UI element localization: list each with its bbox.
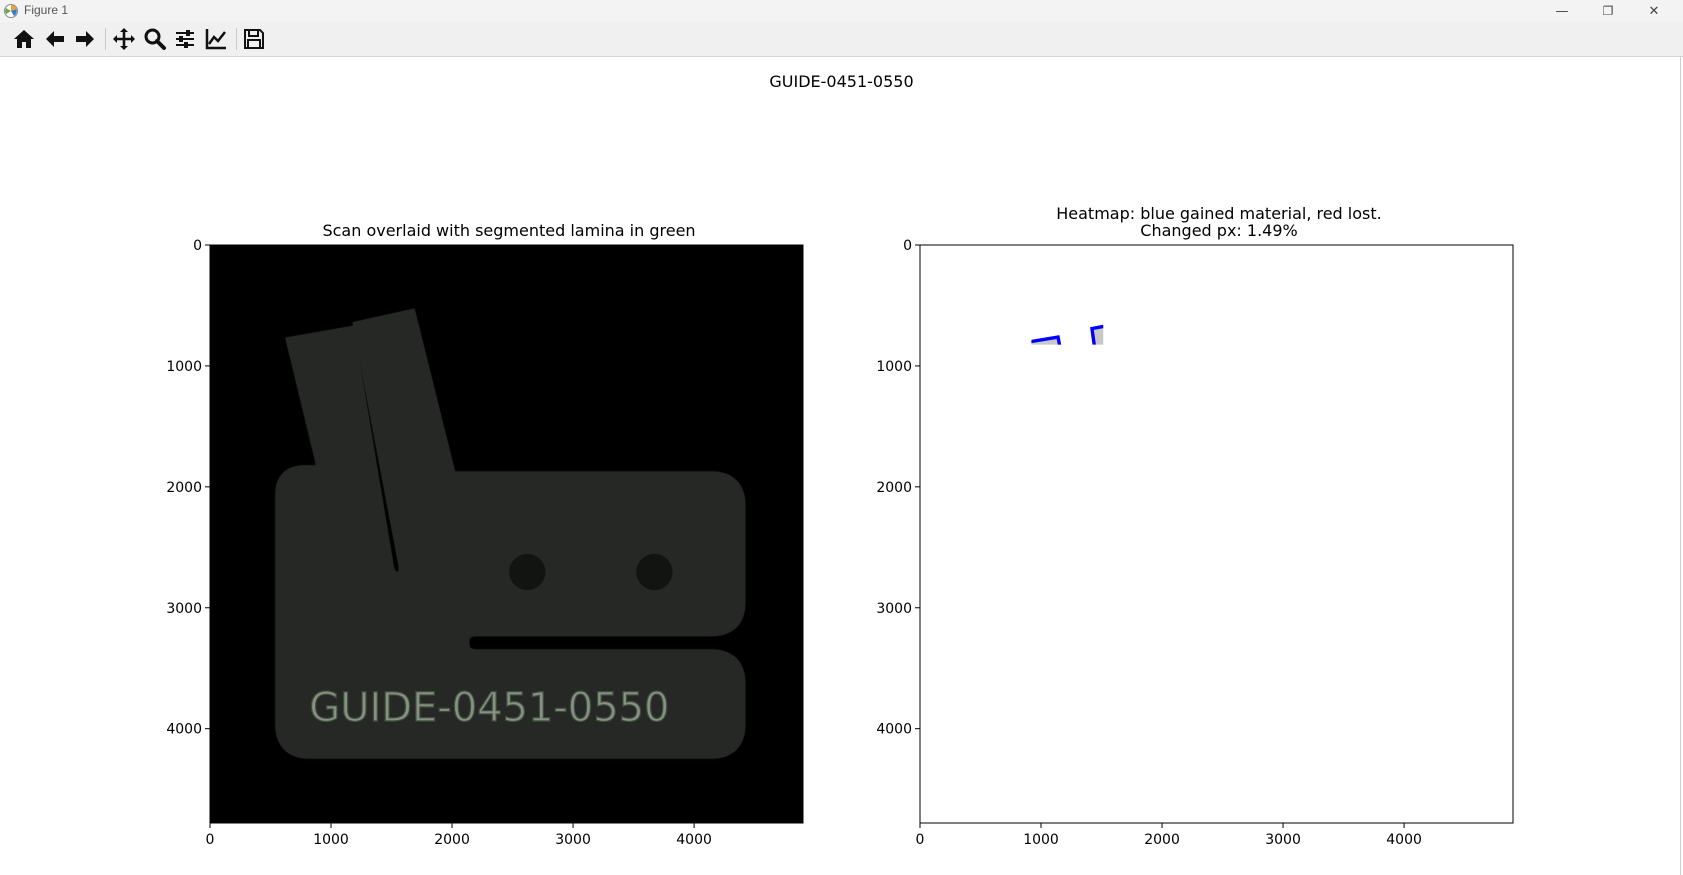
right-axes-subtitle: Changed px: 1.49% [1140, 221, 1298, 240]
hole-left [509, 553, 546, 591]
right-ytick-label: 2000 [876, 480, 912, 496]
gained-slot-edge [1100, 562, 1117, 577]
left-xtick-label: 0 [206, 832, 215, 848]
restore-button[interactable]: ❐ [1602, 4, 1614, 18]
pan-button[interactable] [110, 26, 138, 52]
left-axes-ticks: 0 1000 2000 3000 4000 0 1000 2000 3000 4000 [166, 238, 712, 848]
edit-axis-button[interactable] [202, 26, 230, 52]
back-button[interactable] [41, 26, 69, 52]
home-icon [14, 30, 34, 48]
left-axes-frame [209, 244, 804, 824]
right-ytick-label: 1000 [876, 359, 912, 375]
left-ytick-label: 3000 [166, 601, 202, 617]
right-xtick-label: 1000 [1023, 832, 1059, 848]
configure-subplots-button[interactable] [171, 26, 199, 52]
left-ytick-label: 4000 [166, 722, 202, 738]
right-axes: 0 1000 2000 3000 4000 0 1000 2000 3000 4000 [876, 238, 1514, 848]
navigation-toolbar [0, 22, 1683, 57]
right-xtick-label: 3000 [1265, 832, 1301, 848]
zoom-button[interactable] [141, 26, 169, 52]
part-shadow [275, 308, 746, 759]
pan-icon [113, 28, 135, 50]
left-xtick-label: 1000 [313, 832, 349, 848]
forward-icon [76, 31, 94, 47]
right-xtick-label: 2000 [1144, 832, 1180, 848]
hole-right [636, 553, 673, 591]
right-ytick-label: 0 [903, 238, 912, 254]
edit-axis-icon [205, 29, 226, 50]
heatmap-part [1031, 324, 1382, 590]
left-ytick-label: 2000 [166, 480, 202, 496]
forward-button[interactable] [71, 26, 99, 52]
configure-subplots-icon [176, 30, 194, 48]
left-ytick-label: 1000 [166, 359, 202, 375]
right-axes-ticks: 0 1000 2000 3000 4000 0 1000 2000 3000 4000 [876, 238, 1422, 848]
right-xtick-label: 0 [916, 832, 925, 848]
right-ytick-label: 3000 [876, 601, 912, 617]
right-axes-title: Heatmap: blue gained material, red lost. [1056, 204, 1382, 223]
window-edge [1680, 56, 1681, 875]
scan-image-background [210, 245, 803, 823]
save-icon [244, 29, 264, 49]
window-title: Figure 1 [24, 3, 69, 17]
close-button[interactable]: ✕ [1648, 3, 1660, 19]
window-titlebar: Figure 1 — ❐ ✕ [0, 0, 1683, 22]
minimize-button[interactable]: — [1555, 3, 1569, 19]
figure-suptitle: GUIDE-0451-0550 [769, 72, 914, 91]
left-ytick-label: 0 [193, 238, 202, 254]
toolbar-separator [105, 28, 106, 50]
hole-left-gained-edge [1222, 554, 1258, 590]
left-xtick-label: 3000 [555, 832, 591, 848]
home-button[interactable] [10, 26, 38, 52]
unchanged-material [1031, 324, 1104, 345]
left-axes: GUIDE-0451-0550 0 1000 2000 3000 4000 0 1000 20… [166, 238, 804, 848]
left-xtick-label: 2000 [434, 832, 470, 848]
matplotlib-app-icon [4, 4, 18, 18]
heatmap-background [920, 245, 1513, 823]
back-icon [46, 31, 64, 47]
toolbar-separator [236, 28, 237, 50]
right-ytick-label: 4000 [876, 722, 912, 738]
embossed-part-label: GUIDE-0451-0550 [309, 685, 669, 731]
right-xtick-label: 4000 [1386, 832, 1422, 848]
left-axes-title: Scan overlaid with segmented lamina in g… [322, 221, 696, 240]
hole-right-gained-edge [1346, 554, 1382, 590]
save-button[interactable] [240, 26, 268, 52]
lamina-part: GUIDE-0451-0550 [285, 320, 735, 749]
zoom-icon [144, 28, 166, 50]
left-xtick-label: 4000 [676, 832, 712, 848]
right-axes-frame [919, 244, 1514, 824]
